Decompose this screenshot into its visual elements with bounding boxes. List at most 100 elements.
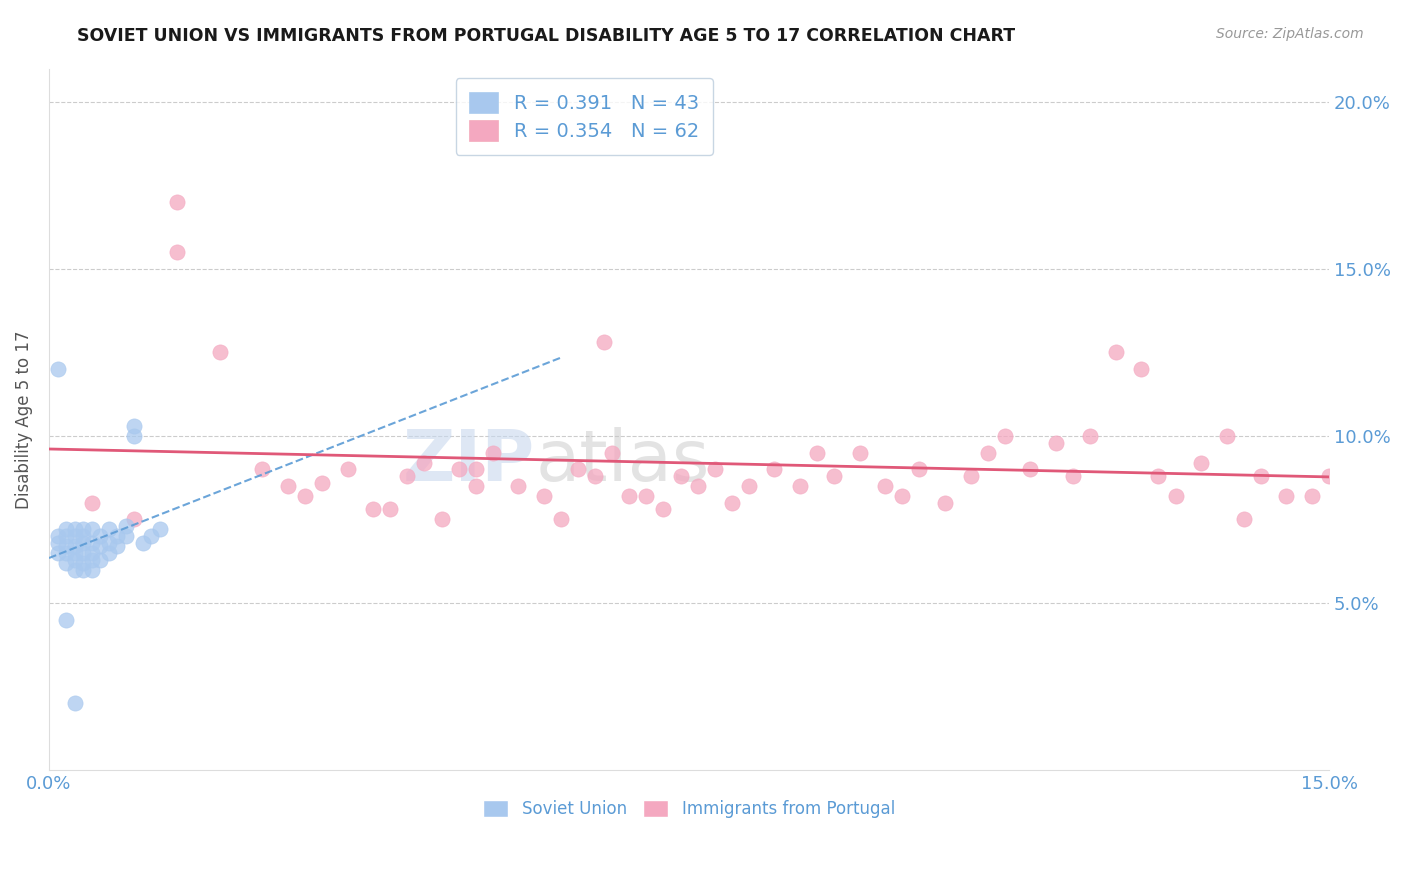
Point xyxy=(80,563,103,577)
Point xyxy=(1147,469,1170,483)
Point xyxy=(46,546,69,560)
Point xyxy=(1250,469,1272,483)
Point xyxy=(89,552,111,566)
Point xyxy=(166,245,188,260)
Point xyxy=(336,462,359,476)
Text: SOVIET UNION VS IMMIGRANTS FROM PORTUGAL DISABILITY AGE 5 TO 17 CORRELATION CHAR: SOVIET UNION VS IMMIGRANTS FROM PORTUGAL… xyxy=(77,27,1015,45)
Point xyxy=(703,462,725,476)
Point xyxy=(508,479,530,493)
Point xyxy=(114,529,136,543)
Legend: Soviet Union, Immigrants from Portugal: Soviet Union, Immigrants from Portugal xyxy=(477,793,901,825)
Point xyxy=(891,489,914,503)
Point xyxy=(89,539,111,553)
Point xyxy=(806,445,828,459)
Point xyxy=(80,536,103,550)
Point xyxy=(149,523,172,537)
Point xyxy=(72,536,94,550)
Point xyxy=(72,529,94,543)
Point xyxy=(361,502,384,516)
Point xyxy=(619,489,641,503)
Point xyxy=(977,445,1000,459)
Point xyxy=(46,362,69,376)
Point xyxy=(55,556,77,570)
Point xyxy=(97,523,120,537)
Point xyxy=(1189,456,1212,470)
Point xyxy=(430,512,453,526)
Point xyxy=(1045,435,1067,450)
Point xyxy=(1130,362,1153,376)
Point xyxy=(875,479,897,493)
Point xyxy=(934,496,956,510)
Point xyxy=(1164,489,1187,503)
Point xyxy=(738,479,761,493)
Point xyxy=(97,546,120,560)
Point xyxy=(763,462,786,476)
Point xyxy=(600,445,623,459)
Point xyxy=(1062,469,1084,483)
Point xyxy=(72,563,94,577)
Point xyxy=(55,546,77,560)
Point xyxy=(80,523,103,537)
Point xyxy=(294,489,316,503)
Point xyxy=(277,479,299,493)
Point xyxy=(1019,462,1042,476)
Point xyxy=(80,552,103,566)
Point xyxy=(124,419,146,434)
Point xyxy=(583,469,606,483)
Point xyxy=(114,519,136,533)
Point xyxy=(1078,429,1101,443)
Point xyxy=(636,489,658,503)
Point xyxy=(72,523,94,537)
Point xyxy=(550,512,572,526)
Point xyxy=(124,429,146,443)
Point xyxy=(63,529,86,543)
Point xyxy=(592,335,614,350)
Point xyxy=(669,469,692,483)
Point xyxy=(652,502,675,516)
Point xyxy=(481,445,503,459)
Point xyxy=(55,613,77,627)
Point xyxy=(55,539,77,553)
Point xyxy=(413,456,436,470)
Point xyxy=(567,462,589,476)
Text: ZIP: ZIP xyxy=(404,427,536,496)
Point xyxy=(252,462,274,476)
Point xyxy=(80,546,103,560)
Point xyxy=(396,469,419,483)
Point xyxy=(533,489,555,503)
Point xyxy=(97,536,120,550)
Point xyxy=(994,429,1017,443)
Point xyxy=(447,462,470,476)
Point xyxy=(959,469,981,483)
Point xyxy=(1215,429,1237,443)
Point xyxy=(686,479,709,493)
Point xyxy=(105,529,128,543)
Text: atlas: atlas xyxy=(536,427,710,496)
Point xyxy=(1301,489,1323,503)
Point xyxy=(789,479,811,493)
Point xyxy=(720,496,742,510)
Point xyxy=(908,462,931,476)
Point xyxy=(63,552,86,566)
Point xyxy=(208,345,231,359)
Point xyxy=(46,536,69,550)
Point xyxy=(311,475,333,490)
Point xyxy=(55,529,77,543)
Point xyxy=(63,563,86,577)
Point xyxy=(823,469,845,483)
Point xyxy=(89,529,111,543)
Point xyxy=(464,479,486,493)
Point xyxy=(166,195,188,210)
Point xyxy=(124,512,146,526)
Point xyxy=(1275,489,1298,503)
Point xyxy=(72,546,94,560)
Point xyxy=(1233,512,1256,526)
Point xyxy=(464,462,486,476)
Point xyxy=(63,539,86,553)
Y-axis label: Disability Age 5 to 17: Disability Age 5 to 17 xyxy=(15,330,32,508)
Text: Source: ZipAtlas.com: Source: ZipAtlas.com xyxy=(1216,27,1364,41)
Point xyxy=(55,523,77,537)
Point xyxy=(63,523,86,537)
Point xyxy=(1317,469,1340,483)
Point xyxy=(132,536,155,550)
